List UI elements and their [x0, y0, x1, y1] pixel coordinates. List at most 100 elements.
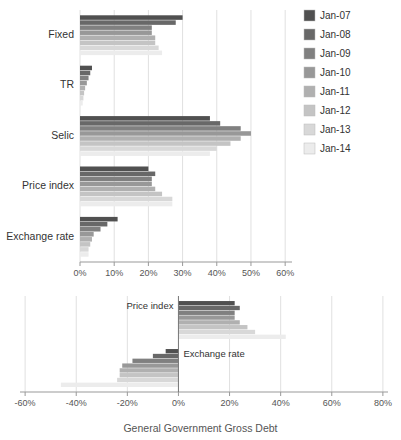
- tick-label: -40%: [66, 398, 87, 408]
- bar: [80, 51, 162, 56]
- bar: [80, 81, 87, 86]
- tick-mark: [250, 262, 251, 266]
- bar: [178, 320, 239, 324]
- tick-label: -60%: [15, 398, 36, 408]
- bar: [80, 217, 118, 222]
- tick-mark: [216, 262, 217, 266]
- bar: [80, 71, 90, 76]
- bar: [80, 232, 94, 237]
- tick-label: 0%: [73, 268, 86, 278]
- bar: [80, 40, 155, 45]
- bar: [80, 25, 152, 30]
- grid-line: [285, 10, 286, 262]
- zero-line: [178, 296, 179, 392]
- legend-swatch: [304, 67, 315, 78]
- tick-mark: [80, 262, 81, 266]
- legend: Jan-07Jan-08Jan-09Jan-10Jan-11Jan-12Jan-…: [304, 10, 351, 154]
- bar: [166, 349, 179, 353]
- grid-line: [280, 296, 281, 392]
- legend-label: Jan-13: [320, 124, 351, 135]
- bar: [178, 325, 247, 329]
- legend-label: Jan-09: [320, 48, 351, 59]
- tick-mark: [285, 262, 286, 266]
- bar: [80, 131, 251, 136]
- tick-mark: [178, 392, 179, 396]
- bar: [132, 359, 178, 363]
- bar: [80, 126, 241, 131]
- bar: [80, 136, 241, 141]
- bar: [80, 177, 152, 182]
- bar: [80, 101, 83, 106]
- chart-svg: 0%10%20%30%40%50%60%FixedTRSelicPrice in…: [0, 0, 401, 440]
- bar: [80, 76, 89, 81]
- category-label: Exchange rate: [6, 230, 74, 242]
- x-axis-line: [80, 262, 292, 263]
- bars: [80, 15, 251, 256]
- legend-label: Jan-08: [320, 29, 351, 40]
- category-label: Fixed: [48, 28, 74, 40]
- grid-line: [216, 10, 217, 262]
- legend-label: Jan-11: [320, 86, 350, 97]
- tick-label: 80%: [374, 398, 392, 408]
- grid-line: [331, 296, 332, 392]
- grid-line: [229, 296, 230, 392]
- bar: [80, 182, 152, 187]
- bar: [80, 86, 85, 91]
- bar: [61, 383, 179, 387]
- legend-swatch: [304, 48, 315, 59]
- tick-label: 20%: [139, 268, 157, 278]
- bar: [80, 202, 172, 207]
- bar: [80, 247, 89, 252]
- tick-label: 60%: [276, 268, 294, 278]
- bar: [80, 187, 155, 192]
- bar: [80, 91, 84, 96]
- chart: 0%10%20%30%40%50%60%FixedTRSelicPrice in…: [6, 10, 351, 278]
- x-axis-line: [20, 392, 388, 393]
- bar: [153, 354, 179, 358]
- bar: [178, 335, 285, 339]
- bar: [80, 20, 176, 25]
- bar: [80, 121, 220, 126]
- tick-mark: [331, 392, 332, 396]
- tick-mark: [114, 262, 115, 266]
- tick-mark: [382, 392, 383, 396]
- tick-mark: [148, 262, 149, 266]
- legend-swatch: [304, 29, 315, 40]
- bar: [178, 306, 239, 310]
- bar: [80, 197, 172, 202]
- legend-label: Jan-12: [320, 105, 351, 116]
- bar: [80, 237, 92, 242]
- grid-line: [25, 296, 26, 392]
- bar: [80, 15, 183, 20]
- bar: [80, 30, 152, 35]
- tick-label: 60%: [323, 398, 341, 408]
- grid-line: [182, 10, 183, 262]
- bar: [80, 141, 230, 146]
- tick-label: 20%: [221, 398, 239, 408]
- bar: [178, 330, 255, 334]
- legend-swatch: [304, 86, 315, 97]
- bar: [178, 315, 234, 319]
- category-label: TR: [60, 78, 74, 90]
- bar: [122, 363, 178, 367]
- bar: [178, 301, 234, 305]
- bar: [178, 311, 234, 315]
- tick-mark: [182, 262, 183, 266]
- bar: [80, 222, 107, 227]
- bar: [80, 166, 148, 171]
- legend-swatch: [304, 105, 315, 116]
- bar: [80, 66, 92, 71]
- bar: [80, 116, 210, 121]
- tick-label: 10%: [105, 268, 123, 278]
- tick-mark: [76, 392, 77, 396]
- grid-line: [178, 296, 179, 392]
- category-label: Selic: [51, 129, 74, 141]
- bar: [120, 368, 179, 372]
- grid-line: [382, 296, 383, 392]
- tick-label: -20%: [117, 398, 138, 408]
- chart: -60%-40%-20%0%20%40%60%80%Price indexExc…: [15, 296, 392, 434]
- bar: [120, 373, 179, 377]
- tick-mark: [229, 392, 230, 396]
- legend-swatch: [304, 124, 315, 135]
- bar: [80, 35, 155, 40]
